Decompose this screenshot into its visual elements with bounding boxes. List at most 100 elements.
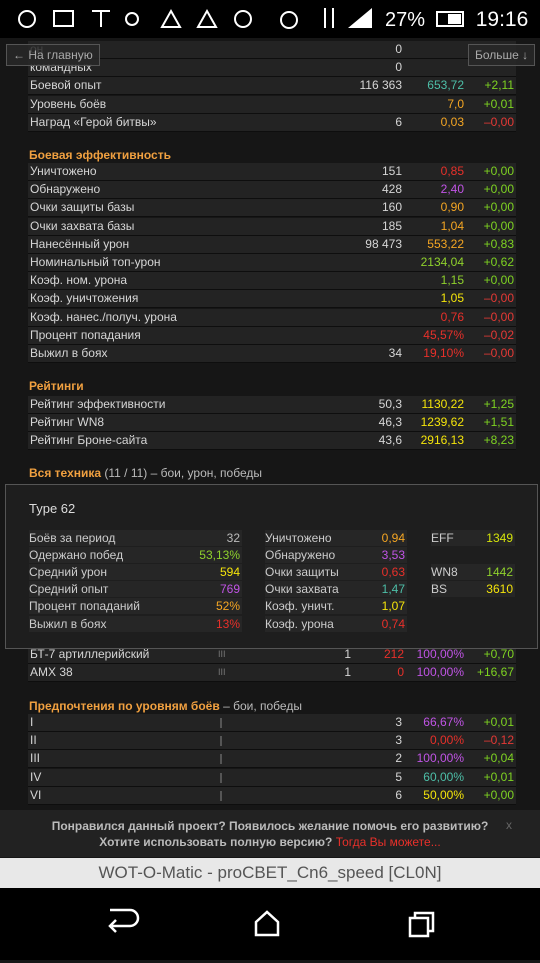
stat-row: Коэф. ном. урона 1,15 +0,00 xyxy=(28,272,516,291)
count: 0 xyxy=(395,42,402,56)
row-label: Коэф. уничтожения xyxy=(30,291,139,306)
popup-value: 13% xyxy=(215,616,240,631)
count: 185 xyxy=(381,218,402,233)
popup-label: Одержано побед xyxy=(29,548,124,563)
popup-value: 3,53 xyxy=(381,548,405,563)
stat-row: Уровень боёв 7,0 +0,01 xyxy=(28,95,516,114)
stat-row: Рейтинг WN8 46,3 1239,62 +1,51 xyxy=(28,414,516,433)
banner-link[interactable]: Тогда Вы можете... xyxy=(332,835,441,849)
row-label: Коэф. нанес./получ. урона xyxy=(30,309,177,324)
stat-row: Процент попадания 45,57% –0,02 xyxy=(28,326,516,345)
level-bar xyxy=(220,736,222,747)
popup-value: 769 xyxy=(219,582,240,597)
row-label: БТ-7 артиллерийский xyxy=(30,647,150,661)
count: 3 xyxy=(395,715,402,729)
average: 1,15 xyxy=(440,273,464,288)
delta: –0,00 xyxy=(483,309,514,324)
average: 1239,62 xyxy=(420,415,464,430)
battles: 1 xyxy=(344,647,351,661)
average: 1,05 xyxy=(440,291,464,306)
count: 0 xyxy=(395,60,402,75)
delta: +0,01 xyxy=(483,96,514,111)
popup-label: BS xyxy=(431,582,448,597)
popup-value: 1349 xyxy=(486,531,513,545)
average: 19,10% xyxy=(423,346,464,360)
popup-value: 52% xyxy=(215,599,240,614)
count: 46,3 xyxy=(378,415,402,430)
row-label: Процент попадания xyxy=(30,327,141,342)
delta: –0,00 xyxy=(483,346,514,360)
popup-cell: Очки захвата 1,47 xyxy=(265,581,407,598)
count: 160 xyxy=(381,200,402,215)
popup-value: 32 xyxy=(226,531,240,545)
count: 34 xyxy=(388,346,402,360)
average: 45,57% xyxy=(423,327,464,342)
status-bar: 27% 19:16 xyxy=(0,0,540,38)
delta: +0,00 xyxy=(483,218,514,233)
row-label: Выжил в боях xyxy=(30,346,108,360)
popup-cell: Коэф. урона 0,74 xyxy=(265,615,407,632)
stat-row: Очки захвата базы 185 1,04 +0,00 xyxy=(28,217,516,236)
delta: +0,83 xyxy=(483,236,514,251)
popup-cell: Одержано побед 53,13% xyxy=(29,547,242,564)
popup-cell: Средний опыт 769 xyxy=(29,581,242,598)
banner: Понравился данный проект? Появилось жела… xyxy=(0,810,540,857)
popup-label: Очки захвата xyxy=(265,582,339,597)
section-title: Предпочтения по уровням боёв xyxy=(29,699,220,713)
popup-cell: WN8 1442 xyxy=(431,564,515,581)
more-button[interactable]: Больше ↓ xyxy=(468,44,536,66)
delta: +1,51 xyxy=(483,415,514,430)
count: 6 xyxy=(395,787,402,802)
stat-row: Рейтинг Броне-сайта 43,6 2916,13 +8,23 xyxy=(28,432,516,451)
average: 653,72 xyxy=(427,78,464,93)
section-header: Боевая эффективность xyxy=(29,146,171,164)
tier: III xyxy=(218,649,226,659)
count: 43,6 xyxy=(378,433,402,448)
row-label: Рейтинг WN8 xyxy=(30,415,105,430)
delta: +0,62 xyxy=(483,255,514,269)
row-label: AMX 38 xyxy=(30,665,73,680)
row-label: IV xyxy=(30,769,42,784)
banner-close[interactable]: x xyxy=(506,818,512,832)
popup-cell: Обнаружено 3,53 xyxy=(265,547,407,564)
count: 5 xyxy=(395,769,402,784)
stat-row: Боевой опыт 116 363 653,72 +2,11 xyxy=(28,77,516,96)
popup-value: 1442 xyxy=(486,565,513,580)
row-label: VI xyxy=(30,787,42,802)
level-bar xyxy=(220,790,222,801)
popup-label: Коэф. урона xyxy=(265,616,334,631)
section-title: Боевая эффективность xyxy=(29,148,171,162)
count: 151 xyxy=(381,164,402,178)
row-label: Наград «Герой битвы» xyxy=(30,114,157,129)
recents-button[interactable] xyxy=(408,916,430,938)
popup-label: Очки защиты xyxy=(265,565,339,580)
popup-label: Уничтожено xyxy=(265,531,332,545)
row-label: Уровень боёв xyxy=(30,96,107,111)
popup-value: 0,94 xyxy=(381,531,405,545)
average: 0,76 xyxy=(440,309,464,324)
row-label: Обнаружено xyxy=(30,182,101,197)
count: 3 xyxy=(395,733,402,748)
level-bar xyxy=(220,772,222,783)
row-label: II xyxy=(30,733,37,748)
popup-label: Коэф. уничт. xyxy=(265,599,335,614)
home-nav-button[interactable] xyxy=(254,910,280,937)
average: 2916,13 xyxy=(420,433,464,448)
popup-label: Обнаружено xyxy=(265,548,336,563)
popup-label: WN8 xyxy=(431,565,458,580)
back-button[interactable] xyxy=(108,908,140,933)
stat-row: Коэф. уничтожения 1,05 –0,00 xyxy=(28,290,516,309)
level-bar xyxy=(220,718,222,728)
popup-label: Выжил в боях xyxy=(29,616,107,631)
stat-row: Коэф. нанес./получ. урона 0,76 –0,00 xyxy=(28,308,516,327)
home-button[interactable]: ← На главную xyxy=(6,44,100,66)
damage: 212 xyxy=(383,647,404,661)
delta: +0,00 xyxy=(483,164,514,178)
stat-row: Уничтожено 151 0,85 +0,00 xyxy=(28,163,516,181)
average: 60,00% xyxy=(423,769,464,784)
popup-cell: Боёв за период 32 xyxy=(29,530,242,546)
popup-value: 3610 xyxy=(486,582,513,597)
average: 100,00% xyxy=(416,665,464,680)
row-label: Боевой опыт xyxy=(30,78,102,93)
app-title: WOT-O-Matic - proCBET_Cn6_speed [CL0N] xyxy=(0,858,540,888)
